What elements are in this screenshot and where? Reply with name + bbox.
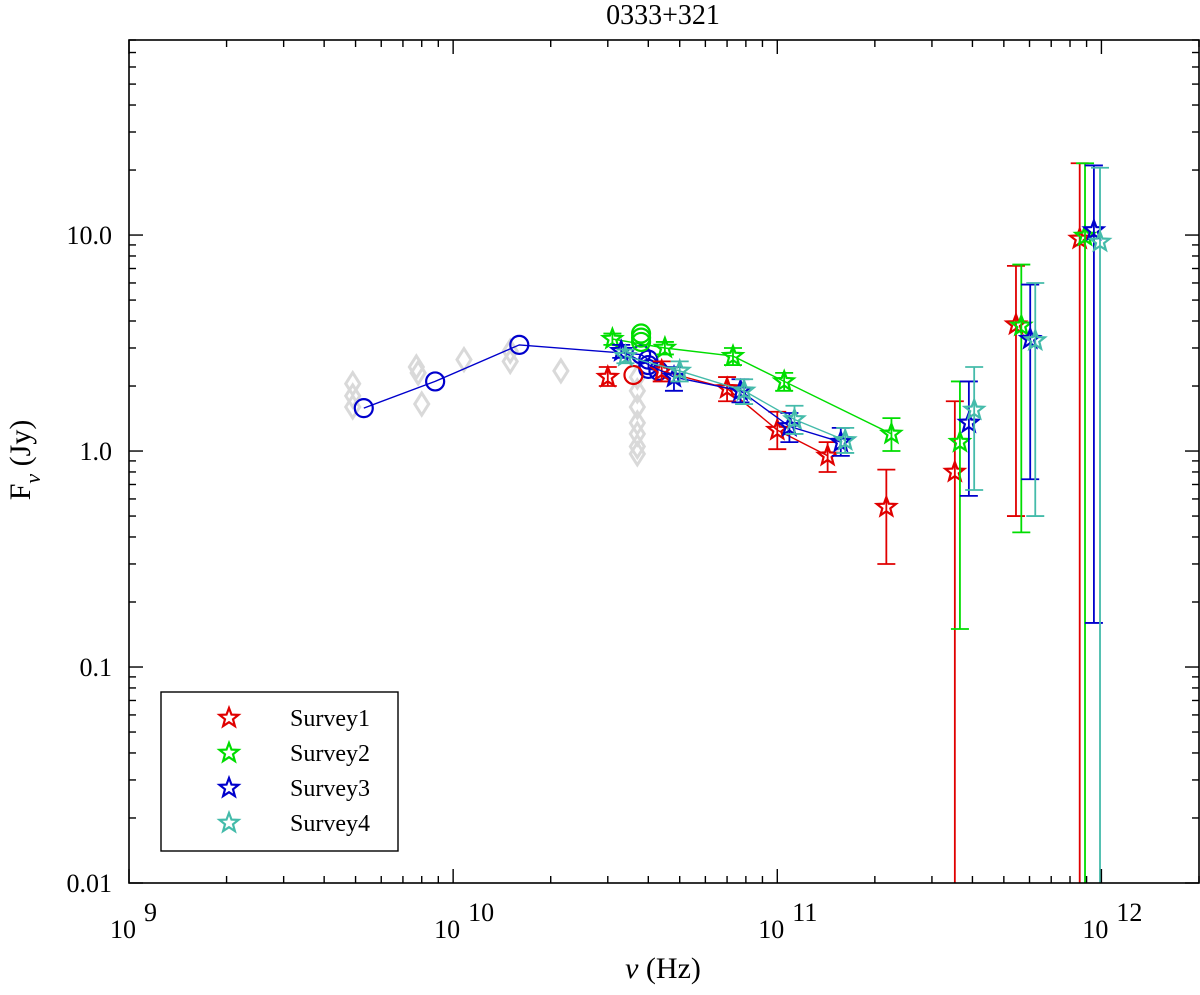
star-marker [612,342,638,367]
star-marker [1022,327,1048,352]
star-marker [942,458,968,483]
legend-star-icon [216,739,242,764]
star-marker [771,368,797,393]
star-marker [947,428,973,453]
background-diamond-marker [407,353,426,381]
background-diamond-marker [455,345,473,374]
legend-label: Survey2 [290,741,370,767]
star-marker [782,406,807,431]
circle-marker [425,371,446,392]
background-diamond-marker [628,432,647,461]
x-axis-label-symbol: ν [625,952,639,985]
star-marker [1008,312,1034,337]
y-tick-label: 1.0 [80,437,113,466]
legend-label: Survey3 [290,776,370,802]
x-tick-label: 10 [1082,915,1108,944]
y-tick-label: 10.0 [67,221,113,250]
background-diamond-marker [628,393,647,421]
y-tick-label: 0.1 [80,653,113,682]
star-marker [595,363,621,388]
star-marker [599,325,625,350]
legend-star-icon [216,809,242,834]
legend-box [160,691,399,852]
star-marker [878,420,904,445]
circle-marker [623,364,644,386]
x-tick-label-exponent: 11 [792,898,817,927]
star-marker [652,334,678,359]
star-marker [1087,228,1113,253]
star-marker [961,396,987,421]
circle-marker [509,334,530,356]
background-diamond-marker [628,377,647,405]
star-marker [832,427,858,452]
x-tick-label: 10 [758,915,784,944]
star-marker [720,342,746,367]
star-marker [667,357,693,382]
x-tick-label: 10 [434,915,460,944]
y-tick-label: 0.01 [67,869,113,898]
chart-title: 0333+321 [606,0,720,31]
plot-area [343,162,1113,883]
background-diamond-marker [552,357,570,385]
series-line [661,370,828,457]
x-tick-label-exponent: 10 [468,898,494,927]
star-marker [714,375,740,400]
star-marker [956,409,982,434]
legend: Survey1 Survey2 Survey3 Survey4 [160,691,399,852]
legend-star-icon [216,704,242,729]
axis-ticks: 10 9 10 10 10 11 10 12 0.01 0.1 1.0 10.0 [67,39,1200,944]
y-axis-label-subscript: ν [20,474,45,484]
star-marker [731,377,757,402]
x-tick-label-exponent: 9 [144,898,157,927]
star-marker [608,338,634,362]
star-marker [1072,222,1098,247]
star-marker [1081,217,1107,242]
star-marker [776,413,802,438]
x-tick-label: 10 [110,915,136,944]
legend-label: Survey4 [290,811,370,837]
background-diamond-marker [412,390,431,418]
background-diamond-marker [409,359,427,387]
star-marker [815,442,841,467]
x-tick-label-exponent: 12 [1116,898,1142,927]
y-axis-label-base: F [4,484,37,501]
x-axis-label-unit: (Hz) [638,952,700,985]
circle-marker [353,398,374,419]
legend-label: Survey1 [290,706,370,732]
background-diamond-marker [501,347,519,376]
background-diamond-marker [628,440,647,468]
y-axis-label-unit: (Jy) [4,420,37,474]
star-marker [873,493,899,518]
legend-star-icon [216,774,242,799]
x-axis-label: ν (Hz) [625,952,701,985]
y-axis-label: Fν (Jy) [4,420,45,501]
background-diamond-marker [343,382,362,410]
